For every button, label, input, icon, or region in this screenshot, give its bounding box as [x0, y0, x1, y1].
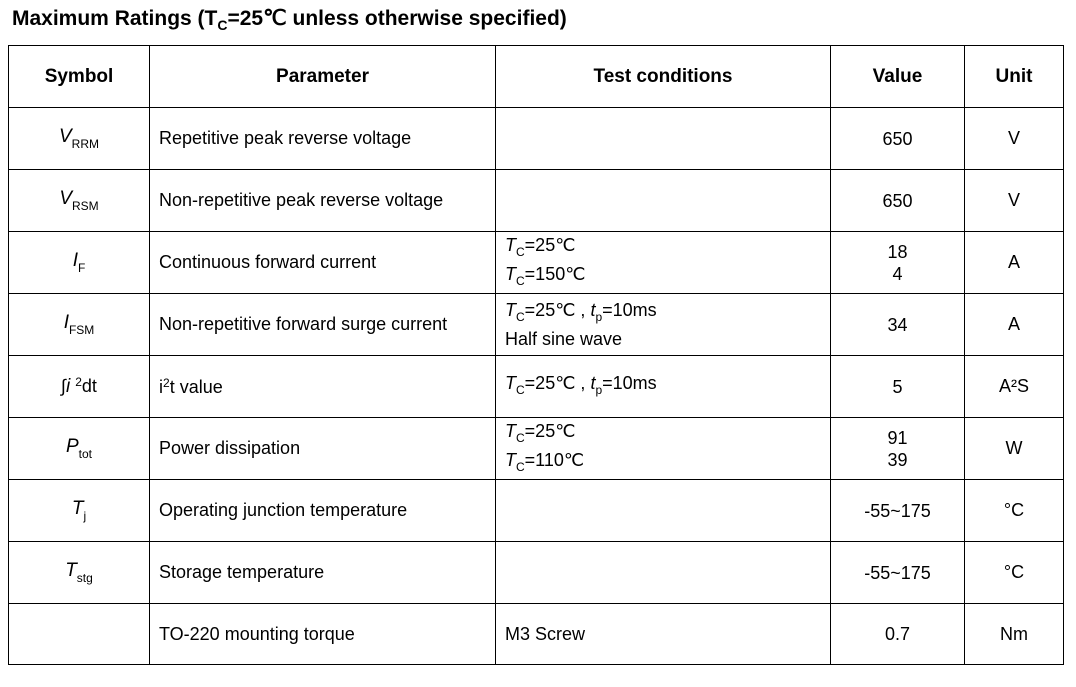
- parameter-cell: Operating junction temperature: [149, 479, 496, 542]
- symbol-cell: Tj: [8, 479, 150, 542]
- value-cell: 5: [830, 355, 965, 418]
- conditions-cell: [495, 479, 831, 542]
- value-cell: -55~175: [830, 541, 965, 604]
- conditions-cell: [495, 169, 831, 232]
- unit-cell: V: [964, 169, 1064, 232]
- table-row: VRRM Repetitive peak reverse voltage 650…: [8, 107, 1064, 170]
- condition-line: TC=25℃ , tp=10ms: [505, 300, 657, 324]
- page-title: Maximum Ratings (TC=25℃ unless otherwise…: [12, 6, 567, 33]
- header-parameter: Parameter: [149, 45, 496, 108]
- table-row: Ptot Power dissipation TC=25℃ TC=110℃ 91…: [8, 417, 1064, 480]
- table-row: ∫i 2dt i2t value TC=25℃ , tp=10ms 5 A²S: [8, 355, 1064, 418]
- conditions-cell: [495, 107, 831, 170]
- parameter-cell: TO-220 mounting torque: [149, 603, 496, 665]
- table-row: TO-220 mounting torque M3 Screw 0.7 Nm: [8, 603, 1064, 665]
- value-cell: 34: [830, 293, 965, 356]
- unit-cell: A: [964, 293, 1064, 356]
- parameter-cell: Non-repetitive forward surge current: [149, 293, 496, 356]
- condition-line: TC=25℃ , tp=10ms: [505, 373, 657, 397]
- value-line: 18: [887, 241, 908, 262]
- title-text-suffix: =25℃ unless otherwise specified): [227, 7, 567, 30]
- unit-cell: Nm: [964, 603, 1064, 665]
- symbol-cell: [8, 603, 150, 665]
- value-line: 39: [887, 449, 908, 470]
- condition-line: TC=25℃: [505, 420, 576, 445]
- symbol-cell: Tstg: [8, 541, 150, 604]
- symbol-cell: IFSM: [8, 293, 150, 356]
- title-text: Maximum Ratings (T: [12, 7, 218, 30]
- value-cell: 18 4: [830, 231, 965, 294]
- condition-line: Half sine wave: [505, 329, 623, 349]
- conditions-cell: TC=25℃ TC=150℃: [495, 231, 831, 294]
- table-row: Tstg Storage temperature -55~175 °C: [8, 541, 1064, 604]
- parameter-cell: i2t value: [149, 355, 496, 418]
- symbol-cell: IF: [8, 231, 150, 294]
- header-row: Symbol Parameter Test conditions Value U…: [8, 45, 1064, 108]
- maximum-ratings-table: Symbol Parameter Test conditions Value U…: [8, 45, 1064, 665]
- symbol-cell: ∫i 2dt: [8, 355, 150, 418]
- unit-cell: °C: [964, 541, 1064, 604]
- value-cell: -55~175: [830, 479, 965, 542]
- value-line: 91: [887, 427, 908, 448]
- value-cell: 650: [830, 107, 965, 170]
- condition-line: TC=110℃: [505, 449, 585, 474]
- unit-cell: W: [964, 417, 1064, 480]
- table-row: IFSM Non-repetitive forward surge curren…: [8, 293, 1064, 356]
- symbol-cell: Ptot: [8, 417, 150, 480]
- header-value: Value: [830, 45, 965, 108]
- unit-cell: A: [964, 231, 1064, 294]
- condition-line: TC=150℃: [505, 263, 586, 288]
- value-line: 4: [892, 263, 903, 284]
- parameter-cell: Non-repetitive peak reverse voltage: [149, 169, 496, 232]
- conditions-cell: M3 Screw: [495, 603, 831, 665]
- table-row: Tj Operating junction temperature -55~17…: [8, 479, 1064, 542]
- header-unit: Unit: [964, 45, 1064, 108]
- conditions-cell: TC=25℃ TC=110℃: [495, 417, 831, 480]
- symbol-cell: VRSM: [8, 169, 150, 232]
- parameter-cell: Power dissipation: [149, 417, 496, 480]
- symbol-cell: VRRM: [8, 107, 150, 170]
- table-row: IF Continuous forward current TC=25℃ TC=…: [8, 231, 1064, 294]
- value-cell: 91 39: [830, 417, 965, 480]
- header-test-conditions: Test conditions: [495, 45, 831, 108]
- title-subscript: C: [217, 17, 228, 33]
- conditions-cell: TC=25℃ , tp=10ms Half sine wave: [495, 293, 831, 356]
- value-cell: 0.7: [830, 603, 965, 665]
- unit-cell: A²S: [964, 355, 1064, 418]
- header-symbol: Symbol: [8, 45, 150, 108]
- parameter-cell: Storage temperature: [149, 541, 496, 604]
- conditions-cell: TC=25℃ , tp=10ms: [495, 355, 831, 418]
- value-cell: 650: [830, 169, 965, 232]
- conditions-cell: [495, 541, 831, 604]
- unit-cell: °C: [964, 479, 1064, 542]
- condition-line: TC=25℃: [505, 234, 576, 259]
- unit-cell: V: [964, 107, 1064, 170]
- parameter-cell: Continuous forward current: [149, 231, 496, 294]
- parameter-cell: Repetitive peak reverse voltage: [149, 107, 496, 170]
- table-row: VRSM Non-repetitive peak reverse voltage…: [8, 169, 1064, 232]
